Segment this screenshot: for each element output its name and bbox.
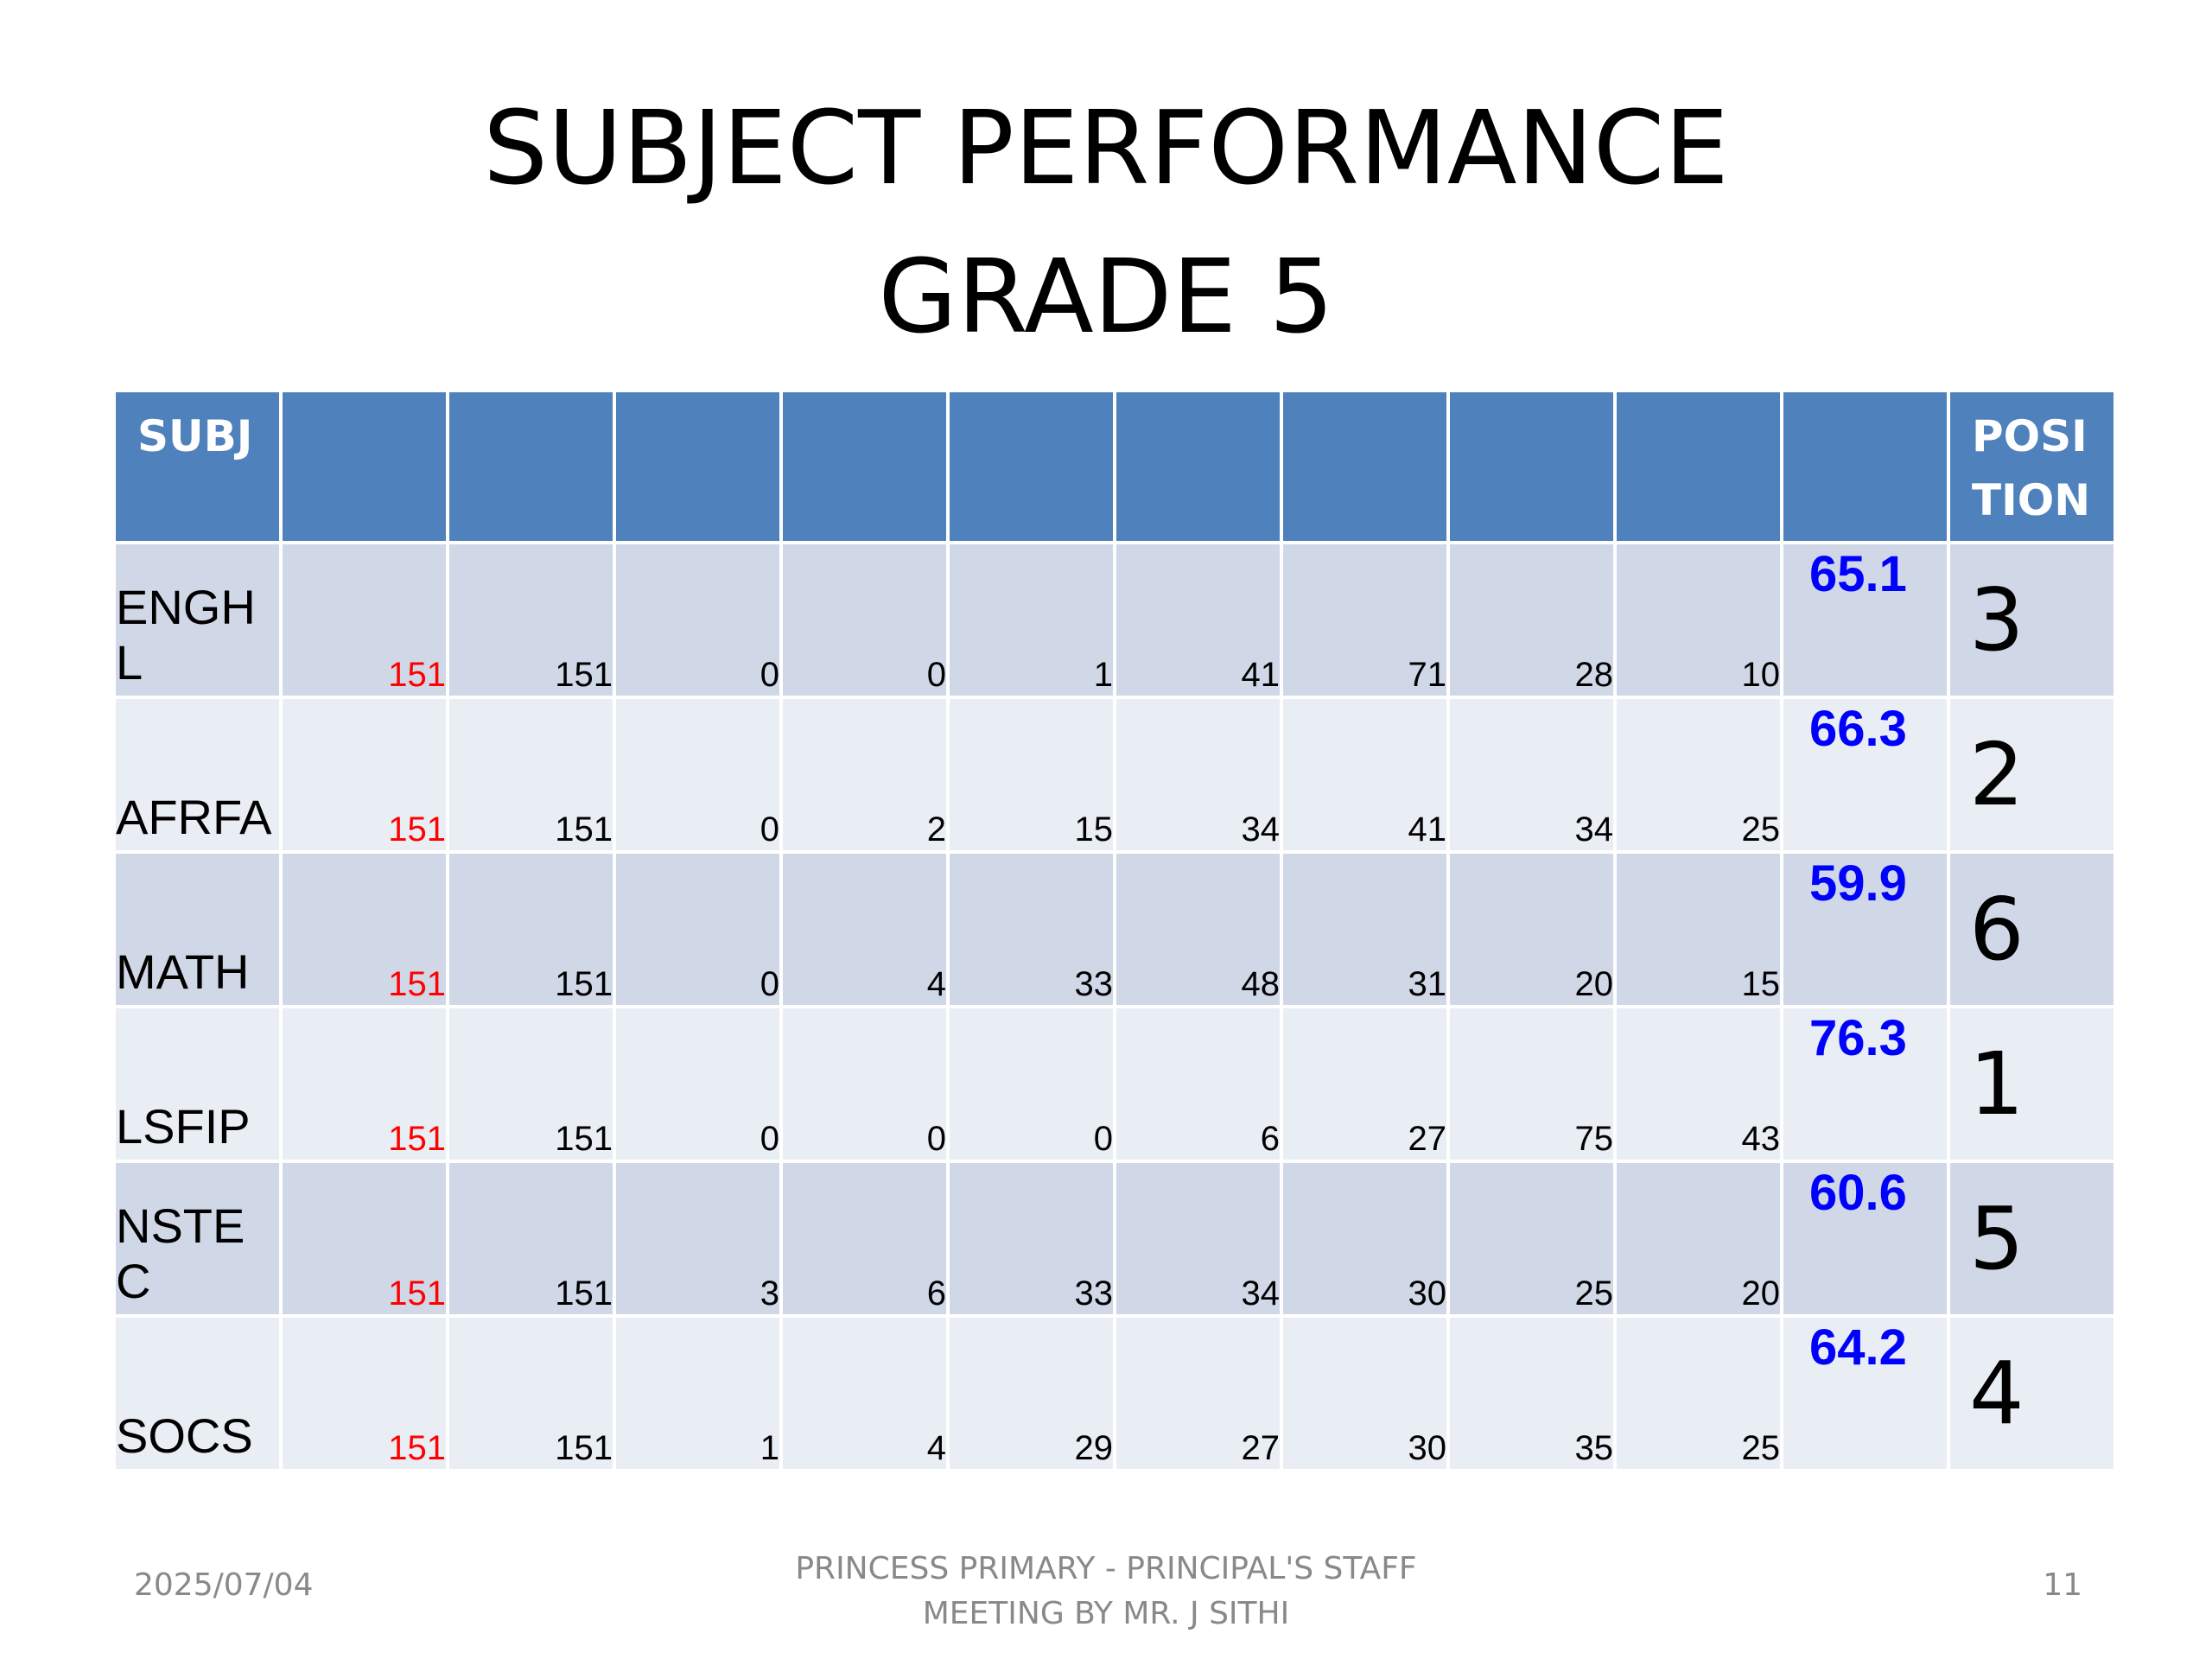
count-value: 151 — [449, 854, 613, 1005]
position-value: 1 — [1950, 1008, 2113, 1160]
subject-name: NSTEC — [116, 1163, 279, 1314]
count-value: 0 — [616, 699, 779, 850]
count-value: 71 — [1283, 544, 1446, 696]
header-cell — [1783, 392, 1947, 541]
count-value: 41 — [1116, 544, 1280, 696]
position-value: 4 — [1950, 1318, 2113, 1469]
subject-name: LSFIP — [116, 1008, 279, 1160]
count-value: 1 — [616, 1318, 779, 1469]
total-value: 151 — [283, 1318, 446, 1469]
table-row: ENGHL 151 151 0 0 1 41 71 28 10 65.1 3 — [116, 544, 2113, 696]
count-value: 75 — [1450, 1008, 1613, 1160]
count-value: 151 — [449, 699, 613, 850]
header-cell — [616, 392, 779, 541]
header-subject: SUBJ — [116, 392, 279, 541]
position-value: 6 — [1950, 854, 2113, 1005]
count-value: 0 — [616, 854, 779, 1005]
count-value: 31 — [1283, 854, 1446, 1005]
count-value: 0 — [950, 1008, 1113, 1160]
count-value: 1 — [950, 544, 1113, 696]
count-value: 151 — [449, 1163, 613, 1314]
count-value: 33 — [950, 1163, 1113, 1314]
count-value: 2 — [783, 699, 946, 850]
count-value: 25 — [1617, 1318, 1780, 1469]
count-value: 28 — [1450, 544, 1613, 696]
count-value: 25 — [1617, 699, 1780, 850]
table-row: NSTEC 151 151 3 6 33 34 30 25 20 60.6 5 — [116, 1163, 2113, 1314]
total-value: 151 — [283, 699, 446, 850]
count-value: 20 — [1617, 1163, 1780, 1314]
count-value: 43 — [1617, 1008, 1780, 1160]
count-value: 25 — [1450, 1163, 1613, 1314]
subject-name: MATH — [116, 854, 279, 1005]
total-value: 151 — [283, 854, 446, 1005]
slide-title: SUBJECT PERFORMANCE GRADE 5 — [483, 88, 1729, 356]
total-value: 151 — [283, 1163, 446, 1314]
count-value: 34 — [1116, 699, 1280, 850]
count-value: 30 — [1283, 1163, 1446, 1314]
subject-name: AFRFA — [116, 699, 279, 850]
total-value: 151 — [283, 1008, 446, 1160]
average-value: 65.1 — [1783, 544, 1947, 696]
count-value: 6 — [783, 1163, 946, 1314]
table-row: SOCS 151 151 1 4 29 27 30 35 25 64.2 4 — [116, 1318, 2113, 1469]
count-value: 4 — [783, 854, 946, 1005]
table-header-row: SUBJ POSI TION — [116, 392, 2113, 541]
count-value: 3 — [616, 1163, 779, 1314]
header-cell — [1283, 392, 1446, 541]
count-value: 27 — [1116, 1318, 1280, 1469]
count-value: 6 — [1116, 1008, 1280, 1160]
count-value: 48 — [1116, 854, 1280, 1005]
subject-performance-table: SUBJ POSI TION ENGHL 151 151 0 0 1 41 71… — [112, 389, 2117, 1472]
footer-date: 2025/07/04 — [134, 1567, 314, 1603]
count-value: 20 — [1450, 854, 1613, 1005]
slide-number: 11 — [2043, 1567, 2082, 1603]
position-value: 2 — [1950, 699, 2113, 850]
header-position: POSI TION — [1950, 392, 2113, 541]
footer-text: PRINCESS PRIMARY - PRINCIPAL'S STAFF MEE… — [795, 1551, 1417, 1631]
header-cell — [1617, 392, 1780, 541]
count-value: 0 — [616, 544, 779, 696]
count-value: 15 — [1617, 854, 1780, 1005]
count-value: 35 — [1450, 1318, 1613, 1469]
subject-name: SOCS — [116, 1318, 279, 1469]
count-value: 34 — [1116, 1163, 1280, 1314]
average-value: 59.9 — [1783, 854, 1947, 1005]
table-row: LSFIP 151 151 0 0 0 6 27 75 43 76.3 1 — [116, 1008, 2113, 1160]
average-value: 64.2 — [1783, 1318, 1947, 1469]
position-value: 5 — [1950, 1163, 2113, 1314]
header-cell — [283, 392, 446, 541]
header-cell — [950, 392, 1113, 541]
count-value: 27 — [1283, 1008, 1446, 1160]
table-row: MATH 151 151 0 4 33 48 31 20 15 59.9 6 — [116, 854, 2113, 1005]
count-value: 33 — [950, 854, 1113, 1005]
count-value: 0 — [783, 1008, 946, 1160]
count-value: 41 — [1283, 699, 1446, 850]
count-value: 10 — [1617, 544, 1780, 696]
table-row: AFRFA 151 151 0 2 15 34 41 34 25 66.3 2 — [116, 699, 2113, 850]
count-value: 29 — [950, 1318, 1113, 1469]
count-value: 0 — [783, 544, 946, 696]
count-value: 15 — [950, 699, 1113, 850]
count-value: 4 — [783, 1318, 946, 1469]
count-value: 34 — [1450, 699, 1613, 850]
count-value: 151 — [449, 1008, 613, 1160]
header-cell — [1450, 392, 1613, 541]
count-value: 151 — [449, 544, 613, 696]
average-value: 76.3 — [1783, 1008, 1947, 1160]
count-value: 0 — [616, 1008, 779, 1160]
count-value: 151 — [449, 1318, 613, 1469]
average-value: 66.3 — [1783, 699, 1947, 850]
position-value: 3 — [1950, 544, 2113, 696]
header-cell — [783, 392, 946, 541]
count-value: 30 — [1283, 1318, 1446, 1469]
subject-name: ENGHL — [116, 544, 279, 696]
average-value: 60.6 — [1783, 1163, 1947, 1314]
header-cell — [1116, 392, 1280, 541]
header-cell — [449, 392, 613, 541]
total-value: 151 — [283, 544, 446, 696]
